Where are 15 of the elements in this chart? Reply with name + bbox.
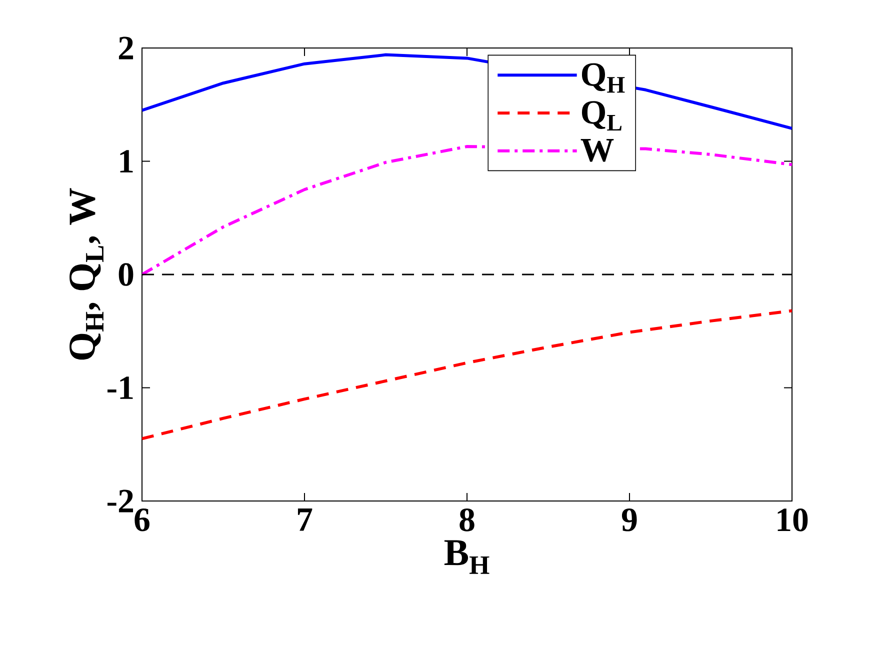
- y-tick-label: 2: [118, 36, 134, 60]
- legend-label: Q$_{H}$: [582, 63, 625, 93]
- y-tick-label: 0: [118, 263, 134, 286]
- y-axis-title: Q$_{H}$, Q$_{L}$, W: [70, 188, 104, 360]
- x-tick-label: 7: [298, 508, 312, 531]
- legend-label: W: [580, 138, 614, 162]
- y-tick-label: -1: [108, 376, 133, 399]
- x-tick-label: 8: [460, 508, 474, 532]
- legend-label: Q$_{L}$: [582, 101, 622, 131]
- x-tick-label: 6: [134, 508, 150, 532]
- y-tick-label: -2: [108, 490, 134, 512]
- y-tick-label: 1: [120, 150, 133, 172]
- x-tick-label: 9: [622, 508, 637, 532]
- x-tick-label: 10: [778, 508, 808, 532]
- x-axis-title: B$_{H}$: [444, 540, 490, 574]
